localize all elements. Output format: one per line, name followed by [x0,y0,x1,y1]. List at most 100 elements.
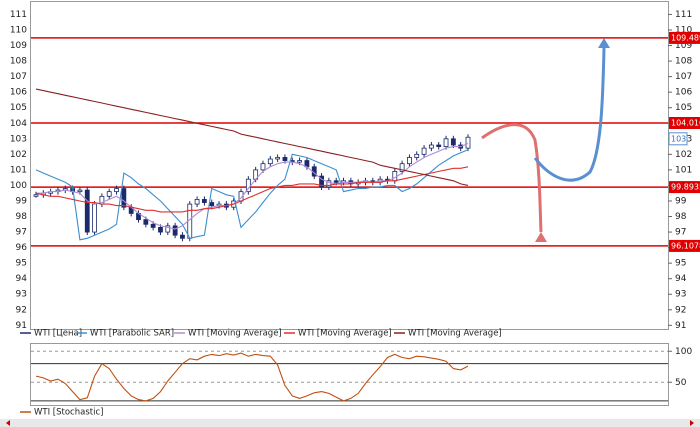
candle [443,138,449,147]
candle [275,157,281,160]
y-tick-label: 94 [675,274,687,284]
candle [436,144,442,147]
y-tick-label: 106 [675,88,692,98]
up-arrow-head [598,38,610,48]
level-tag [669,31,700,44]
stochastic-panel [30,343,669,406]
scroll-left[interactable] [6,420,10,426]
y-tick-label: 98 [675,212,687,222]
y-tick-label-left: 91 [16,321,27,331]
y-tick-label-left: 98 [16,212,28,222]
y-tick-label: 109 [675,41,692,51]
candle [465,136,471,149]
price-panel [30,1,669,330]
y-tick-label-left: 100 [10,181,27,191]
y-tick-label: 108 [675,57,692,67]
candle [319,175,324,188]
y-tick-label-left: 101 [10,165,27,175]
candle [421,147,427,155]
candle [414,153,420,158]
down-arrow [481,123,543,233]
candle [33,194,39,197]
level-label: 96.1078 [671,241,700,250]
y-tick-label-left: 103 [10,134,27,144]
legend-label: WTI [Stochastic] [34,408,103,418]
y-tick-label-left: 107 [10,72,27,82]
series-line [36,142,469,230]
y-tick-label: 91 [675,321,686,331]
y-tick-label-left: 102 [10,150,27,160]
series-line [35,149,469,241]
y-tick-label: 110 [675,25,692,35]
y-tick-label-left: 92 [16,305,27,315]
y-tick-label-left: 96 [16,243,28,253]
candle [297,160,302,163]
y-tick-label-left: 93 [16,290,27,300]
candle [407,157,412,165]
level-label: 104.016 [671,119,700,128]
candle [326,180,332,188]
y-tick-label: 101 [675,165,692,175]
y-tick-label-left: 99 [16,196,28,206]
y-tick-label: 102 [675,150,692,160]
candle [114,188,119,193]
candle [333,180,339,183]
legend-label: WTI [Moving Average] [298,329,392,339]
y-tick-label: 95 [675,259,686,269]
y-tick-label-left: 95 [16,259,27,269]
candle [84,189,90,233]
candle [392,171,398,182]
level-label: 99.8935 [671,183,700,192]
candle [143,219,149,225]
y-tick-label: 50 [675,378,687,388]
candle [121,188,127,208]
last-price-tag [668,132,688,146]
candle [106,191,112,197]
candle [92,203,97,233]
series-line [35,352,469,402]
legend-label: WTI [Moving Average] [408,329,502,339]
y-tick-label-left: 111 [10,10,27,20]
y-tick-label-left: 110 [10,25,27,35]
candle [165,225,171,233]
candle [267,158,273,165]
level-tag [669,181,700,194]
y-tick-label: 97 [675,228,686,238]
legend-label: WTI [Цена] [34,329,82,339]
candle [209,202,215,207]
candle [150,223,156,228]
down-arrow-head [535,232,547,242]
scrollbar[interactable] [0,419,700,427]
y-tick-label-left: 109 [10,41,27,51]
y-tick-label-left: 108 [10,57,27,67]
candle [428,144,434,149]
candle [172,225,178,236]
candle [180,234,185,239]
y-tick-label: 111 [675,10,692,20]
y-tick-label: 93 [675,290,686,300]
y-tick-label-left: 97 [16,228,27,238]
level-tag [669,239,700,252]
series-line [35,166,469,213]
candle [282,157,288,161]
candle [77,189,83,193]
y-tick-label-left: 104 [10,119,27,129]
y-tick-label: 92 [675,305,686,315]
y-tick-label: 100 [675,347,692,357]
candle [158,227,163,233]
y-tick-label: 99 [675,196,687,206]
candle [260,163,266,171]
y-tick-label: 105 [675,103,692,113]
level-tag [669,117,700,130]
candle [399,163,405,172]
candle [450,138,456,146]
up-arrow [533,47,606,182]
scroll-right[interactable] [690,420,694,426]
candle [202,199,207,203]
y-tick-label: 107 [675,72,692,82]
candle [194,199,200,205]
last-price-label: 103 [671,134,686,143]
y-tick-label-left: 94 [16,274,28,284]
legend-label: WTI [Moving Average] [188,329,282,339]
